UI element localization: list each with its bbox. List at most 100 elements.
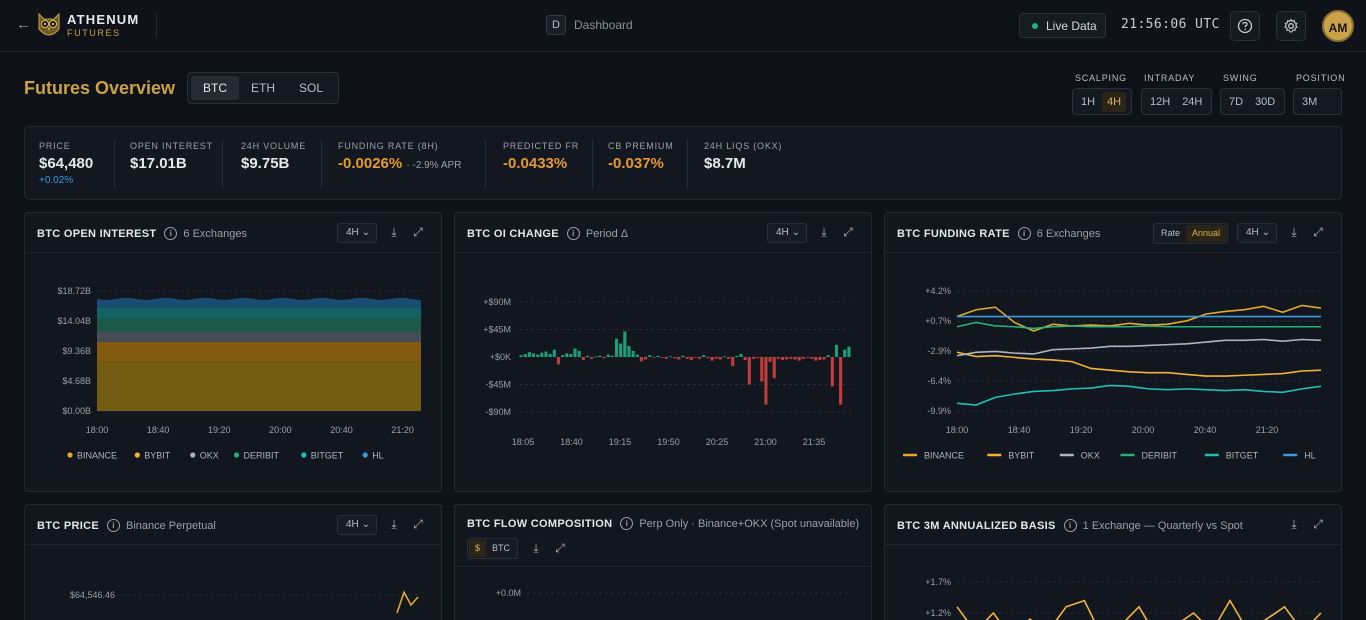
info-icon[interactable]: i bbox=[164, 227, 178, 240]
oi-change-bar bbox=[822, 357, 826, 360]
line-bitget bbox=[956, 384, 1322, 406]
timeframe-30d[interactable]: 30D bbox=[1255, 95, 1276, 108]
panel-open-interest: BTC OPEN INTEREST i 6 Exchanges 4H ⌄ ⤓ ⤢… bbox=[24, 212, 442, 492]
oi-change-bar bbox=[776, 357, 780, 359]
live-data-label: Live Data bbox=[1046, 18, 1097, 33]
oi-change-bar bbox=[585, 355, 590, 357]
tab-btc[interactable]: BTC bbox=[191, 76, 239, 100]
info-icon[interactable]: i bbox=[566, 227, 580, 240]
oi-change-bar bbox=[797, 357, 801, 361]
legend-label: HL bbox=[372, 451, 384, 461]
info-icon[interactable]: i bbox=[106, 519, 120, 532]
oi-change-bar bbox=[544, 351, 548, 357]
panel-title: BTC FLOW COMPOSITION i Perp Only · Binan… bbox=[467, 517, 859, 530]
metric-value: -0.0026% bbox=[338, 155, 403, 172]
oi-change-bar bbox=[780, 357, 785, 361]
y-tick-label: +$45M bbox=[483, 325, 511, 335]
download-icon[interactable]: ⤓ bbox=[1291, 517, 1297, 531]
oi-change-bar bbox=[847, 346, 851, 357]
avatar[interactable]: AM bbox=[1322, 10, 1354, 42]
info-icon[interactable]: i bbox=[1017, 227, 1031, 240]
expand-icon[interactable]: ⤢ bbox=[1313, 225, 1323, 239]
oi-change-bar bbox=[747, 357, 751, 385]
oi-change-bar bbox=[664, 357, 668, 359]
back-arrow-icon[interactable]: ← bbox=[16, 16, 31, 33]
brand: ATHENUM FUTURES bbox=[67, 13, 139, 39]
panel-subtitle: Binance Perpetual bbox=[125, 519, 216, 532]
y-tick-label: +0.7% bbox=[925, 316, 951, 326]
expand-icon[interactable]: ⤢ bbox=[1313, 517, 1323, 531]
oi-change-bar bbox=[830, 357, 834, 387]
x-tick-label: 18:00 bbox=[86, 425, 109, 435]
price-chart: $64,546.46 bbox=[70, 590, 421, 614]
panel-title-text: BTC OPEN INTEREST bbox=[37, 227, 157, 240]
x-tick-label: 21:35 bbox=[803, 437, 826, 447]
timeframe-3m[interactable]: 3M bbox=[1302, 95, 1318, 108]
tab-eth[interactable]: ETH bbox=[251, 81, 275, 95]
help-button[interactable] bbox=[1230, 11, 1260, 41]
timeframe-24h[interactable]: 24H bbox=[1182, 95, 1203, 108]
timeframe-select[interactable]: 4H ⌄ bbox=[337, 515, 377, 535]
toggle-usd[interactable]: $ bbox=[469, 540, 487, 557]
download-icon[interactable]: ⤓ bbox=[1291, 225, 1297, 239]
info-icon[interactable]: i bbox=[620, 517, 634, 530]
expand-icon[interactable]: ⤢ bbox=[413, 517, 423, 531]
oi-change-bar bbox=[818, 357, 822, 361]
metric-label: PRICE bbox=[39, 141, 71, 151]
metric-value: -0.0433% bbox=[503, 155, 568, 172]
panel-annualized-basis: BTC 3M ANNUALIZED BASIS i 1 Exchange — Q… bbox=[884, 504, 1342, 620]
oi-change-bar bbox=[826, 355, 830, 357]
timeframe-7d[interactable]: 7D bbox=[1229, 95, 1244, 108]
timeframe-select[interactable]: 4H ⌄ bbox=[337, 223, 377, 243]
y-tick-label: $0.00B bbox=[62, 406, 91, 416]
timeframe-1h[interactable]: 1H bbox=[1081, 95, 1096, 108]
line-binance bbox=[956, 304, 1322, 332]
download-icon[interactable]: ⤓ bbox=[391, 225, 397, 239]
download-icon[interactable]: ⤓ bbox=[391, 517, 397, 531]
tab-sol[interactable]: SOL bbox=[299, 81, 324, 95]
download-icon[interactable]: ⤓ bbox=[533, 541, 539, 555]
panel-header: BTC FLOW COMPOSITION i Perp Only · Binan… bbox=[455, 505, 871, 567]
help-icon bbox=[1237, 18, 1253, 34]
panel-title-text: BTC FUNDING RATE bbox=[897, 227, 1010, 240]
expand-icon[interactable]: ⤢ bbox=[413, 225, 423, 239]
oi-change-bar bbox=[644, 357, 648, 360]
timeframe-12h[interactable]: 12H bbox=[1150, 95, 1171, 108]
x-tick-label: 18:40 bbox=[1008, 425, 1031, 435]
expand-icon[interactable]: ⤢ bbox=[843, 225, 853, 239]
oi-change-bar bbox=[627, 346, 631, 357]
y-tick-label: +$90M bbox=[483, 297, 511, 307]
metric-value: $64,480 bbox=[39, 155, 94, 172]
timeframe-group-position: POSITION 3M bbox=[1293, 73, 1345, 115]
basis-line bbox=[956, 599, 1322, 620]
breadcrumb[interactable]: D Dashboard bbox=[546, 15, 633, 35]
live-data-button[interactable]: Live Data bbox=[1019, 13, 1106, 38]
info-icon[interactable]: i bbox=[1063, 519, 1077, 532]
oi-change-bar bbox=[689, 357, 693, 361]
legend-swatch bbox=[67, 452, 73, 458]
timeframe-select[interactable]: 4H ⌄ bbox=[1237, 223, 1277, 243]
download-icon[interactable]: ⤓ bbox=[821, 225, 827, 239]
panel-price: BTC PRICE i Binance Perpetual 4H ⌄ ⤓ ⤢ $… bbox=[24, 504, 442, 620]
panel-title: BTC OPEN INTEREST i 6 Exchanges bbox=[37, 227, 247, 240]
flow-composition-chart: +0.0M bbox=[496, 588, 851, 598]
dashboard-shortcut-key: D bbox=[546, 15, 566, 35]
legend-swatch bbox=[190, 452, 196, 458]
y-tick-label: $4.68B bbox=[62, 376, 91, 386]
oi-change-bar bbox=[660, 357, 664, 358]
oi-change-bar bbox=[590, 357, 594, 359]
metric-value: $17.01B bbox=[130, 155, 187, 172]
oi-change-bar bbox=[722, 356, 726, 358]
toggle-btc[interactable]: BTC bbox=[492, 543, 511, 553]
timeframe-select[interactable]: 4H ⌄ bbox=[767, 223, 807, 243]
oi-change-bar bbox=[834, 344, 839, 357]
toggle-annual[interactable]: Annual bbox=[1186, 225, 1227, 242]
settings-button[interactable] bbox=[1276, 11, 1306, 41]
timeframe-4h[interactable]: 4H bbox=[1102, 91, 1127, 112]
legend-label: BYBIT bbox=[144, 451, 171, 461]
y-tick-label: -6.4% bbox=[927, 376, 951, 386]
area-hl bbox=[97, 297, 421, 308]
toggle-rate[interactable]: Rate bbox=[1161, 228, 1181, 238]
timeframe-group-label: SCALPING bbox=[1075, 73, 1127, 83]
expand-icon[interactable]: ⤢ bbox=[555, 541, 565, 555]
